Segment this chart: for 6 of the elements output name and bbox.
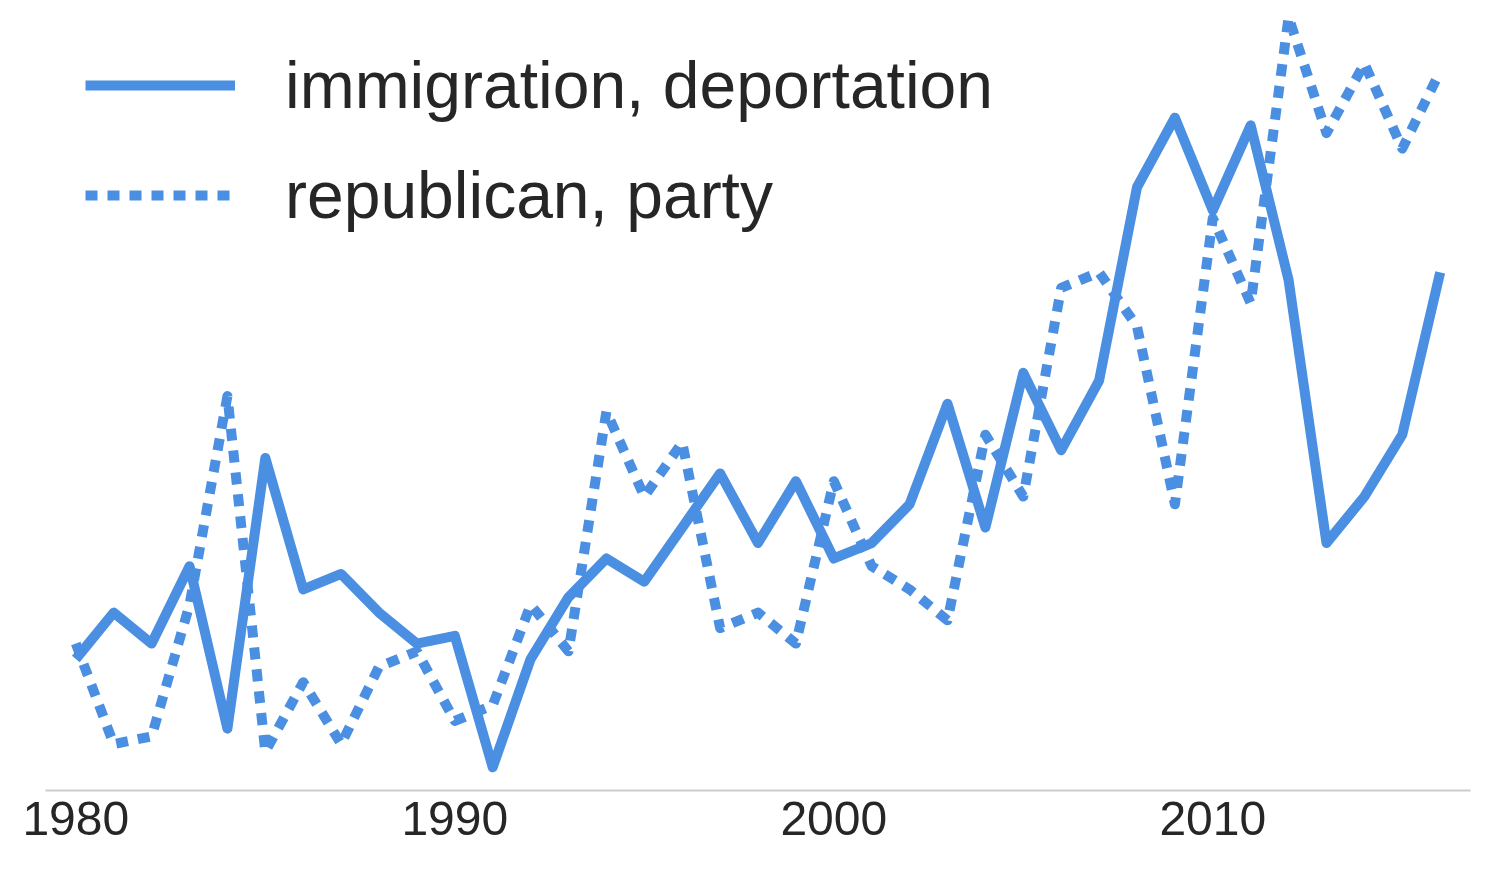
x-tick-label: 2000 (780, 791, 888, 845)
x-tick-label: 1980 (22, 791, 130, 845)
x-tick-label: 1990 (401, 791, 509, 845)
x-tick-label: 2010 (1159, 791, 1267, 845)
legend-label: immigration, deportation (285, 47, 994, 124)
legend-label: republican, party (285, 157, 773, 234)
